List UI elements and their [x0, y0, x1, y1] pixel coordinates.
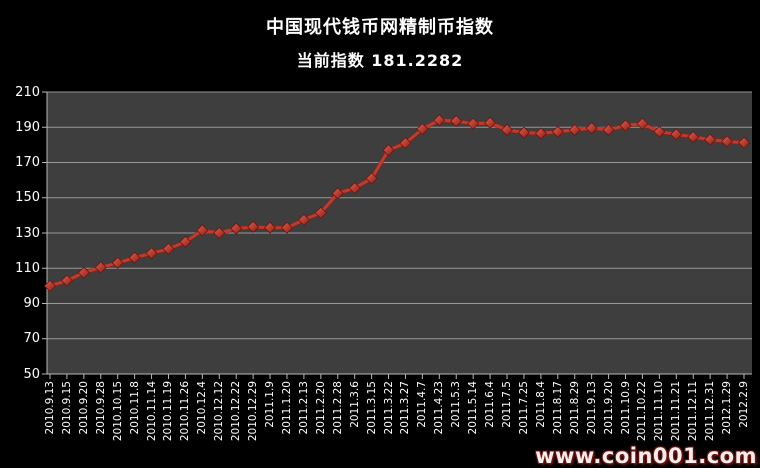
data-point-marker [196, 224, 209, 237]
x-axis-label: 2011.1.20 [280, 381, 293, 435]
data-point-marker [585, 122, 598, 135]
x-axis-label: 2010.9.13 [44, 381, 56, 435]
data-point-marker [636, 117, 649, 130]
watermark: www.coin001.com [535, 444, 757, 468]
x-axis-label: 2011.3.22 [382, 381, 395, 435]
data-point-marker [145, 247, 158, 260]
data-point-marker [179, 235, 192, 248]
data-point-marker [111, 256, 124, 270]
x-axis-label: 2010.11.19 [162, 381, 175, 442]
data-point-marker [433, 114, 446, 127]
data-point-marker [43, 279, 57, 292]
data-point-marker [568, 123, 581, 136]
x-axis-label: 2010.12.29 [247, 381, 260, 442]
data-point-marker [213, 226, 226, 240]
data-point-marker [263, 221, 277, 234]
y-axis-label: 70 [23, 331, 40, 347]
x-axis-label: 2010.11.8 [128, 381, 141, 435]
data-point-marker [737, 136, 751, 149]
x-axis-label: 2011.2.13 [297, 381, 310, 435]
data-point-marker [128, 251, 141, 264]
data-point-marker [382, 144, 395, 157]
data-point-marker [500, 123, 514, 136]
data-point-marker [704, 133, 717, 146]
data-point-marker [247, 220, 260, 233]
x-axis-label: 2011.5.3 [450, 381, 463, 428]
chart-subtitle: 当前指数 181.2282 [296, 51, 464, 70]
y-axis-label: 130 [15, 225, 40, 241]
data-point-marker [94, 261, 107, 274]
x-axis-label: 2011.2.28 [331, 381, 344, 435]
x-axis-label: 2010.11.26 [179, 381, 192, 442]
data-point-marker [365, 172, 378, 185]
y-axis-label: 90 [23, 296, 40, 311]
data-point-marker [230, 222, 243, 235]
data-point-marker [517, 126, 531, 139]
data-point-marker [348, 181, 361, 195]
data-point-marker [670, 128, 683, 141]
x-axis-label: 2010.11.14 [145, 381, 158, 442]
chart-title: 中国现代钱币网精制币指数 [266, 17, 494, 38]
y-axis-label: 110 [15, 260, 40, 276]
data-point-marker [450, 115, 463, 128]
x-axis-label: 2011.7.25 [517, 381, 530, 435]
data-point-marker [619, 119, 632, 132]
data-point-marker [721, 135, 734, 148]
x-axis-label: 2011.2.20 [314, 381, 327, 435]
y-axis-label: 50 [23, 366, 40, 382]
data-point-marker [77, 266, 90, 279]
x-axis-label: 2011.4.7 [416, 381, 429, 428]
x-axis-label: 2011.1.9 [264, 381, 277, 428]
data-point-marker [280, 221, 294, 234]
x-axis-label: 2011.3.27 [399, 381, 412, 435]
data-point-marker [297, 213, 310, 226]
y-axis-label: 210 [15, 84, 40, 100]
x-axis-label: 2010.9.15 [60, 381, 73, 435]
y-axis-label: 190 [15, 119, 40, 135]
data-point-marker [653, 125, 666, 138]
x-axis-label: 2011.7.5 [501, 381, 514, 428]
x-axis-label: 2011.3.15 [365, 381, 378, 435]
data-point-marker [687, 130, 700, 144]
data-point-marker [551, 125, 564, 138]
x-axis-label: 2010.9.20 [77, 381, 90, 435]
data-point-marker [484, 116, 497, 129]
x-axis-label: 2011.5.14 [467, 381, 480, 435]
data-point-marker [331, 187, 344, 200]
x-axis-label: 2011.6.4 [484, 381, 497, 428]
data-point-marker [467, 117, 480, 130]
data-point-marker [534, 127, 547, 140]
data-point-marker [60, 274, 73, 287]
x-axis-label: 2010.9.28 [94, 381, 107, 435]
y-axis-label: 150 [15, 190, 40, 206]
data-point-marker [416, 122, 429, 136]
data-point-marker [314, 206, 327, 219]
x-axis-label: 2010.12.4 [196, 381, 209, 435]
x-axis-label: 2011.4.23 [433, 381, 446, 435]
x-axis-label: 2010.12.22 [230, 381, 243, 442]
y-axis-label: 170 [15, 155, 40, 170]
data-point-marker [162, 242, 175, 255]
data-point-marker [399, 137, 412, 150]
x-axis-label: 2011.3.6 [348, 381, 361, 428]
x-axis-label: 2010.12.12 [213, 381, 226, 442]
x-axis-label: 2010.10.15 [111, 381, 124, 442]
data-point-marker [602, 123, 615, 136]
